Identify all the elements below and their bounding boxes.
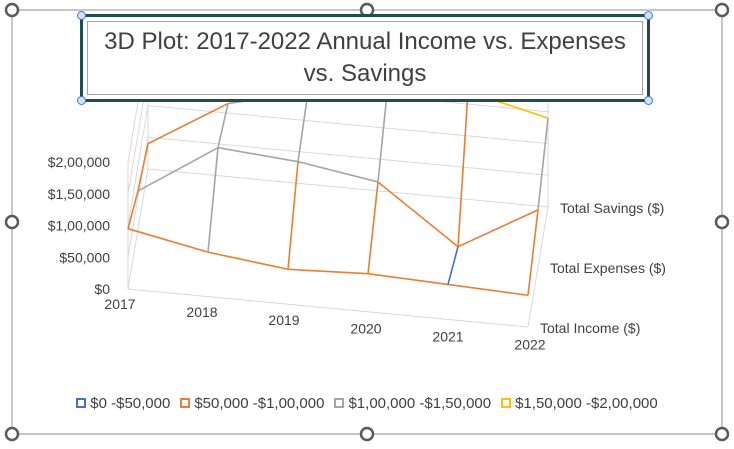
mesh-col-3-seg-0	[367, 181, 379, 274]
mesh-col-5-seg-0	[527, 209, 539, 296]
mesh-row-1-seg-2	[297, 160, 379, 183]
gridline-side-0	[127, 168, 149, 290]
chart-resize-handle-2[interactable]	[714, 2, 730, 18]
x-tick-label-2018: 2018	[186, 304, 217, 320]
x-tick-label-2022: 2022	[514, 337, 545, 353]
mesh-row-0-seg-0	[127, 227, 209, 253]
chart-resize-handle-6[interactable]	[359, 426, 375, 442]
chart-resize-handle-5[interactable]	[4, 426, 20, 442]
gridline-back-2	[147, 105, 549, 144]
gridline-side-2	[127, 105, 149, 226]
mesh-row-0-seg-2	[287, 268, 369, 275]
surface-mesh	[127, 83, 549, 297]
legend-label-band3: $1,00,000 -$1,50,000	[348, 394, 492, 412]
title-handle-tl[interactable]	[77, 11, 86, 20]
chart-resize-handle-7[interactable]	[714, 426, 730, 442]
chart-resize-handle-3[interactable]	[4, 214, 20, 230]
gridline-back-1	[147, 136, 549, 176]
chart-resize-handle-0[interactable]	[4, 2, 20, 18]
legend-label-band2: $50,000 -$1,00,000	[194, 394, 325, 412]
chart-legend[interactable]: $0 -$50,000 $50,000 -$1,00,000 $1,00,000…	[0, 392, 734, 414]
mesh-row-2-seg-0	[147, 102, 229, 145]
y-tick-label-3: $1,50,000	[48, 186, 110, 202]
floor-front-edge	[127, 288, 529, 328]
z-tick-label-0: Total Income ($)	[540, 320, 640, 336]
legend-swatch-band3	[334, 398, 345, 408]
mesh-row-0-seg-4	[447, 283, 529, 297]
legend-label-band1: $0 -$50,000	[90, 394, 171, 412]
mesh-col-0-seg-0	[127, 190, 139, 229]
legend-swatch-band2	[180, 398, 191, 408]
y-tick-label-0: $0	[94, 281, 110, 297]
mesh-row-0-seg-1	[207, 251, 289, 271]
title-handle-br[interactable]	[644, 96, 653, 105]
mesh-col-1-seg-1	[217, 103, 229, 148]
x-tick-label-2021: 2021	[432, 328, 463, 344]
z-tick-label-1: Total Expenses ($)	[550, 260, 666, 276]
legend-item-band4[interactable]: $1,50,000 -$2,00,000	[501, 395, 658, 412]
mesh-col-0-seg-1	[137, 143, 149, 192]
title-handle-bl[interactable]	[77, 96, 86, 105]
y-tick-label-1: $50,000	[59, 249, 110, 265]
legend-item-band1[interactable]: $0 -$50,000	[76, 395, 170, 412]
chart-title: 3D Plot: 2017-2022 Annual Income vs. Exp…	[104, 28, 626, 87]
title-handle-tr[interactable]	[644, 11, 653, 20]
mesh-col-5-seg-1	[537, 118, 549, 210]
mesh-row-1-seg-3	[377, 181, 459, 248]
legend-label-band4: $1,50,000 -$2,00,000	[515, 394, 658, 412]
mesh-col-1-seg-0	[207, 147, 219, 253]
x-tick-label-2017: 2017	[104, 296, 135, 312]
legend-swatch-band4	[501, 398, 512, 408]
y-tick-label-4: $2,00,000	[48, 154, 110, 170]
mesh-col-2-seg-0	[287, 161, 299, 270]
x-tick-label-2019: 2019	[268, 312, 299, 328]
mesh-col-4-seg-0	[447, 246, 459, 285]
y-tick-label-2: $1,00,000	[48, 218, 110, 234]
mesh-row-0-seg-3	[367, 272, 449, 286]
mesh-row-1-seg-1	[217, 146, 299, 163]
z-tick-label-2: Total Savings ($)	[560, 200, 664, 216]
mesh-col-2-seg-1	[297, 92, 309, 162]
legend-item-band2[interactable]: $50,000 -$1,00,000	[180, 395, 324, 412]
mesh-row-1-seg-0	[137, 146, 219, 192]
x-tick-label-2020: 2020	[350, 320, 381, 336]
axes: $0 $50,000 $1,00,000 $1,50,000 $2,00,000 2017…	[48, 154, 666, 353]
legend-item-band3[interactable]: $1,00,000 -$1,50,000	[334, 395, 491, 412]
chart-title-box[interactable]: 3D Plot: 2017-2022 Annual Income vs. Exp…	[77, 11, 653, 105]
mesh-col-4-seg-1	[457, 91, 469, 247]
floor-right-edge	[527, 206, 549, 328]
mesh-row-1-seg-4	[457, 209, 539, 248]
legend-swatch-band1	[76, 398, 87, 408]
chart-resize-handle-4[interactable]	[714, 214, 730, 230]
chart-title-inner: 3D Plot: 2017-2022 Annual Income vs. Exp…	[87, 21, 643, 95]
